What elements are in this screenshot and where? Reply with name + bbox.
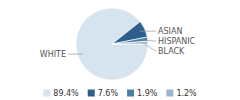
legend-label: 1.9% — [137, 89, 158, 98]
legend-label: 1.2% — [176, 89, 197, 98]
slice-label: ASIAN — [158, 27, 182, 36]
leader-line — [142, 40, 156, 41]
slice-label: HISPANIC — [158, 37, 196, 46]
chart: WHITE ASIANHISPANICBLACK 89.4% 7.6% 1.9% 1.2% — [0, 0, 240, 100]
leader-line — [143, 43, 156, 51]
leader-line — [68, 54, 83, 55]
pie: WHITE ASIANHISPANICBLACK — [40, 8, 196, 80]
pie-slice — [112, 22, 147, 44]
pie-slice — [112, 41, 148, 44]
legend-swatch — [43, 90, 50, 97]
legend: 89.4% 7.6% 1.9% 1.2% — [43, 89, 197, 98]
legend-label: 7.6% — [98, 89, 119, 98]
legend-label: 89.4% — [53, 89, 79, 98]
legend-swatch — [166, 90, 173, 97]
legend-item: 1.2% — [166, 89, 197, 98]
legend-swatch — [88, 90, 95, 97]
pie-slice — [76, 8, 148, 80]
slice-label: BLACK — [158, 47, 185, 56]
legend-swatch — [127, 90, 134, 97]
legend-item: 89.4% — [43, 89, 79, 98]
slice-label: WHITE — [40, 50, 66, 59]
legend-item: 7.6% — [88, 89, 119, 98]
legend-item: 1.9% — [127, 89, 158, 98]
leader-line — [140, 31, 156, 32]
